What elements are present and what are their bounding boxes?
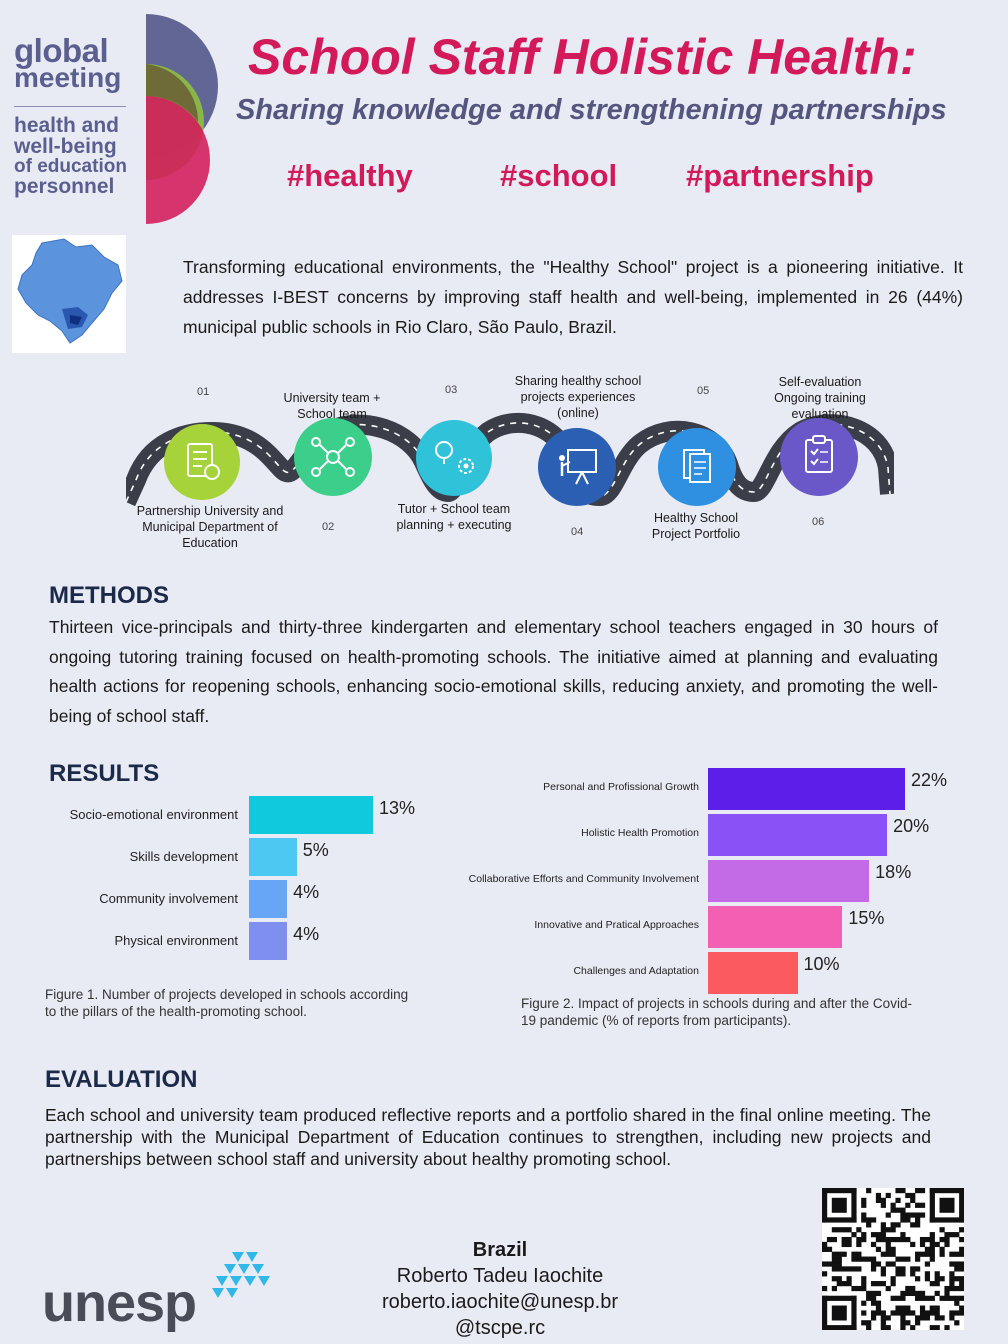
chart-1-category-label: Socio-emotional environment bbox=[69, 807, 238, 822]
chart-1-category-label: Community involvement bbox=[99, 891, 238, 906]
intro-paragraph: Transforming educational environments, t… bbox=[183, 257, 963, 337]
evaluation-heading: EVALUATION bbox=[45, 1066, 198, 1093]
logo-line-education: of education bbox=[14, 156, 127, 177]
chart-1-bar bbox=[249, 880, 288, 918]
poster-title: School Staff Holistic Health: bbox=[248, 29, 917, 85]
figure-1-caption: Figure 1. Number of projects developed i… bbox=[45, 987, 409, 1019]
chart-2-bar bbox=[708, 860, 870, 902]
logo-line-wellbeing: well-being bbox=[14, 135, 117, 158]
chart-1-value-label: 13% bbox=[379, 798, 416, 818]
figure-2-caption: Figure 2. Impact of projects in schools … bbox=[521, 996, 912, 1028]
idea-gears-icon bbox=[435, 441, 474, 474]
network-icon bbox=[311, 437, 355, 477]
chart-2-category-label: Personal and Profissional Growth bbox=[543, 781, 699, 793]
chart-1-category-label: Physical environment bbox=[114, 933, 238, 948]
methods-heading: METHODS bbox=[49, 582, 169, 609]
presentation-icon bbox=[559, 449, 597, 485]
chart-1: Socio-emotional environment Skills develo… bbox=[30, 790, 470, 970]
step-circle-01 bbox=[164, 424, 240, 500]
step-circle-05 bbox=[658, 428, 736, 506]
step-circle-04 bbox=[538, 428, 616, 506]
logo-line-personnel: personnel bbox=[14, 175, 115, 198]
hashtag-healthy: #healthy bbox=[287, 158, 413, 193]
chart-1-value-label: 4% bbox=[293, 924, 320, 944]
step-number-06: 06 bbox=[812, 516, 825, 528]
step-number-03: 03 bbox=[445, 384, 458, 396]
step-circle-02 bbox=[294, 418, 372, 496]
global-meeting-logo: global meeting health and well-being of … bbox=[14, 34, 224, 226]
logo-circles-graphic bbox=[146, 14, 218, 224]
logo-line-global: global bbox=[14, 32, 109, 69]
chart-2-bar bbox=[708, 952, 798, 994]
checklist-clock-icon bbox=[187, 443, 220, 480]
logo-line-meeting: meeting bbox=[14, 62, 122, 93]
logo-divider bbox=[14, 106, 126, 107]
qr-code[interactable] bbox=[822, 1188, 965, 1331]
methods-paragraph: Thirteen vice-principals and thirty-thre… bbox=[49, 617, 938, 726]
step-number-02: 02 bbox=[322, 521, 335, 533]
step-circle-03 bbox=[416, 420, 492, 496]
chart-1-category-label: Skills development bbox=[129, 849, 238, 864]
evaluation-paragraph: Each school and university team produced… bbox=[45, 1105, 931, 1169]
step-label-04: Sharing healthy school projects experien… bbox=[514, 374, 642, 420]
social-handle[interactable]: @tscpe.rc bbox=[454, 1317, 546, 1339]
author-name: Roberto Tadeu Iaochite bbox=[396, 1265, 604, 1287]
chart-1-bar bbox=[249, 922, 288, 960]
chart-2-category-label: Innovative and Pratical Approaches bbox=[534, 919, 699, 931]
chart-1-value-label: 5% bbox=[302, 840, 329, 860]
contact-block: Brazil Roberto Tadeu Iaochite roberto.ia… bbox=[340, 1237, 660, 1341]
documents-icon bbox=[683, 449, 711, 483]
chart-2-category-label: Challenges and Adaptation bbox=[573, 965, 699, 977]
step-circle-06 bbox=[780, 418, 858, 496]
step-label-06: Self-evaluation Ongoing training evaluat… bbox=[774, 375, 866, 421]
brazil-map-image bbox=[12, 235, 126, 353]
hashtag-partnership: #partnership bbox=[686, 158, 874, 193]
unesp-wordmark: unesp bbox=[42, 1273, 197, 1333]
step-label-02: University team + School team bbox=[283, 391, 381, 421]
step-number-04: 04 bbox=[571, 526, 584, 538]
chart-1-bar bbox=[249, 796, 373, 834]
chart-2-bar bbox=[708, 768, 905, 810]
unesp-triangles-icon bbox=[212, 1252, 270, 1298]
step-number-05: 05 bbox=[697, 385, 710, 397]
chart-2-bar bbox=[708, 906, 843, 948]
chart-2: Personal and Profissional Growth Holistic… bbox=[450, 762, 970, 996]
chart-2-value-label: 20% bbox=[893, 816, 930, 836]
roadmap-road bbox=[126, 412, 894, 507]
chart-2-value-label: 10% bbox=[803, 954, 840, 974]
chart-2-bar bbox=[708, 814, 888, 856]
step-number-01: 01 bbox=[197, 386, 210, 398]
logo-line-health: health and bbox=[14, 114, 120, 137]
clipboard-icon bbox=[805, 435, 833, 473]
hashtag-school: #school bbox=[500, 158, 618, 193]
chart-2-value-label: 15% bbox=[848, 908, 885, 928]
chart-1-bar bbox=[249, 838, 297, 876]
chart-2-category-label: Holistic Health Promotion bbox=[581, 827, 699, 839]
step-label-05: Healthy School Project Portfolio bbox=[651, 511, 741, 541]
unesp-logo: unesp bbox=[42, 1250, 292, 1340]
country-label: Brazil bbox=[472, 1239, 528, 1261]
chart-2-category-label: Collaborative Efforts and Community Invo… bbox=[468, 873, 699, 885]
chart-2-value-label: 18% bbox=[875, 862, 912, 882]
step-label-01: Partnership University and Municipal Dep… bbox=[136, 504, 284, 550]
poster-subtitle: Sharing knowledge and strengthening part… bbox=[236, 94, 947, 126]
author-email[interactable]: roberto.iaochite@unesp.br bbox=[382, 1291, 618, 1313]
step-label-03: Tutor + School team planning + executing bbox=[396, 502, 512, 532]
chart-2-value-label: 22% bbox=[911, 770, 948, 790]
results-heading: RESULTS bbox=[49, 760, 160, 787]
chart-1-value-label: 4% bbox=[293, 882, 320, 902]
